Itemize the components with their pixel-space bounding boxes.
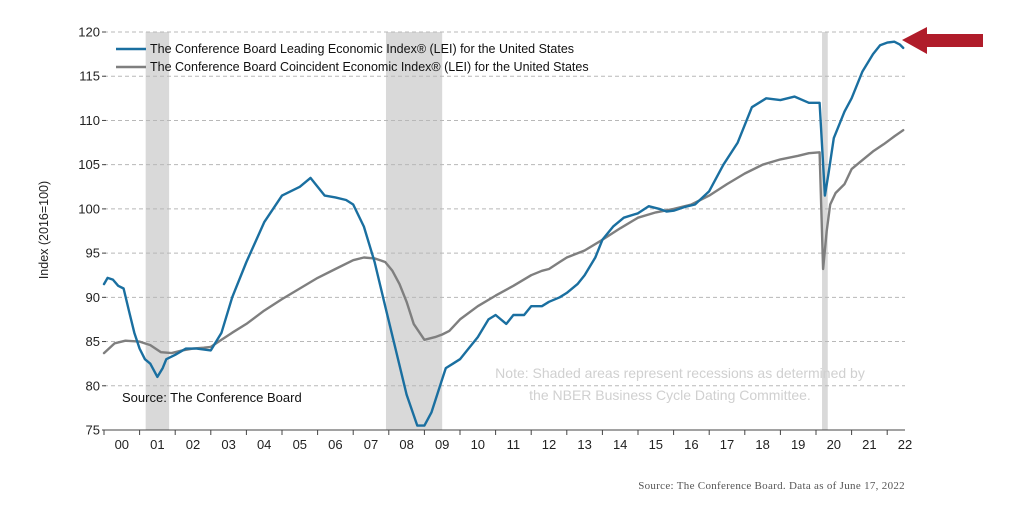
x-tick-label: 18 <box>755 437 769 452</box>
gridlines <box>104 31 905 387</box>
x-tick-label: 15 <box>649 437 663 452</box>
x-tick-label: 13 <box>577 437 591 452</box>
y-tick-label: 75 <box>86 423 100 438</box>
recession-band <box>385 32 443 430</box>
series-line-cei <box>102 129 905 355</box>
x-tick-label: 16 <box>684 437 698 452</box>
y-tick-label: 115 <box>79 69 100 84</box>
x-tick-label: 02 <box>186 437 200 452</box>
highlight-arrow-icon <box>902 27 983 54</box>
recession-shading-group <box>145 32 828 430</box>
x-tick-label: 06 <box>328 437 342 452</box>
x-tick-label: 04 <box>257 437 271 452</box>
y-tick-label: 110 <box>79 113 100 128</box>
x-axis-ticks: 00 01 02 03 04 05 06 07 08 09 10 11 12 13 14 15 16 17 18 19… <box>103 430 912 452</box>
source-inner: Source: The Conference Board <box>122 390 302 405</box>
x-tick-label: 10 <box>471 437 485 452</box>
x-tick-label: 07 <box>364 437 378 452</box>
x-tick-label: 14 <box>613 437 627 452</box>
y-tick-label: 85 <box>86 334 100 349</box>
legend: The Conference Board Leading Economic In… <box>116 42 589 74</box>
y-axis-ticks: 75 80 85 90 95 100 105 110 115 120 <box>78 25 106 438</box>
x-tick-label: 09 <box>435 437 449 452</box>
x-tick-label: 20 <box>827 437 841 452</box>
x-tick-label: 05 <box>293 437 307 452</box>
recession-note-line2: the NBER Business Cycle Dating Committee… <box>529 387 811 403</box>
y-tick-label: 120 <box>78 25 100 40</box>
series-line-lei <box>102 40 905 427</box>
x-tick-label: 21 <box>862 437 876 452</box>
legend-label-lei: The Conference Board Leading Economic In… <box>150 42 574 56</box>
series-lines <box>102 40 905 427</box>
y-tick-label: 95 <box>86 246 100 261</box>
x-tick-label: 00 <box>115 437 129 452</box>
source-footer: Source: The Conference Board. Data as of… <box>638 480 905 492</box>
y-tick-label: 80 <box>86 378 100 393</box>
recession-note-line1: Note: Shaded areas represent recessions … <box>495 365 865 381</box>
y-axis-label: Index (2016=100) <box>37 181 51 279</box>
legend-label-cei: The Conference Board Coincident Economic… <box>150 60 589 74</box>
y-tick-label: 90 <box>86 290 100 305</box>
x-tick-label: 08 <box>399 437 413 452</box>
recession-band <box>145 32 170 430</box>
x-tick-label: 17 <box>720 437 734 452</box>
y-tick-label: 105 <box>78 157 100 172</box>
recession-band <box>822 32 828 430</box>
x-tick-label: 19 <box>791 437 805 452</box>
x-tick-label: 01 <box>150 437 164 452</box>
x-tick-label: 11 <box>507 437 521 452</box>
x-tick-label: 22 <box>898 437 912 452</box>
y-tick-label: 100 <box>78 201 100 216</box>
x-tick-label: 12 <box>542 437 556 452</box>
x-tick-label: 03 <box>221 437 235 452</box>
